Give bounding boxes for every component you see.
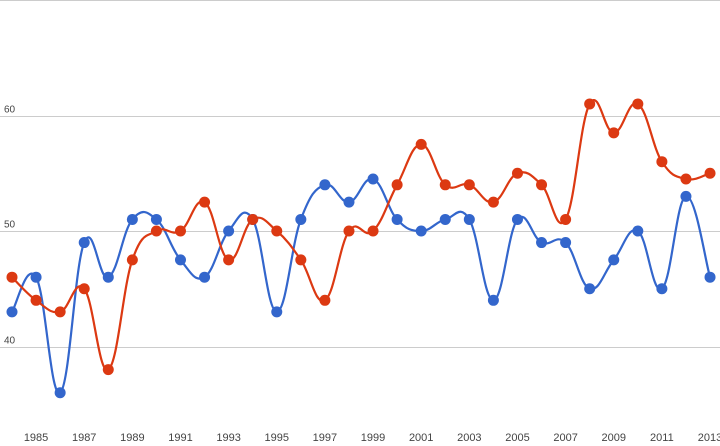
gridlines	[0, 0, 720, 348]
series-lines	[10, 99, 712, 394]
series-line-red	[10, 99, 712, 371]
y-tick-label: 50	[4, 220, 16, 231]
data-point-blue-1985	[30, 271, 42, 283]
data-point-red-2004	[487, 196, 499, 208]
data-point-blue-2000	[391, 213, 403, 225]
x-tick-label: 1999	[361, 432, 385, 444]
data-point-red-1997	[319, 294, 331, 306]
x-tick-label: 2005	[505, 432, 529, 444]
data-point-blue-2012	[680, 190, 692, 202]
data-point-blue-2002	[439, 213, 451, 225]
data-point-blue-2001	[415, 225, 427, 237]
data-point-blue-1996	[295, 213, 307, 225]
x-tick-label: 2009	[602, 432, 626, 444]
data-point-red-2012	[680, 173, 692, 185]
x-tick-label: 1993	[216, 432, 240, 444]
x-axis-ticks: 1985 1987 1989 1991 1993 1995 1997 1999 2001 2003…	[24, 432, 720, 444]
x-tick-label: 1991	[168, 432, 192, 444]
x-tick-label: 2007	[553, 432, 577, 444]
data-point-red-1992	[199, 196, 211, 208]
data-point-blue-2009	[608, 254, 620, 266]
data-point-red-2003	[463, 179, 475, 191]
data-point-red-1987	[78, 283, 90, 295]
data-point-blue-1984	[6, 306, 18, 318]
data-point-red-2006	[536, 179, 548, 191]
data-point-red-2010	[632, 98, 644, 110]
data-point-blue-1986	[54, 387, 66, 399]
data-point-blue-1997	[319, 179, 331, 191]
data-point-blue-1988	[102, 271, 114, 283]
data-point-red-1984	[6, 271, 18, 283]
x-tick-label: 2011	[650, 432, 674, 444]
data-point-blue-2013	[704, 271, 716, 283]
data-point-blue-2008	[584, 283, 596, 295]
y-tick-label: 60	[4, 105, 16, 116]
data-point-blue-2010	[632, 225, 644, 237]
data-point-blue-2005	[511, 213, 523, 225]
data-point-red-2007	[560, 213, 572, 225]
series-line-blue	[10, 177, 712, 394]
data-point-blue-2011	[656, 283, 668, 295]
data-point-red-2011	[656, 156, 668, 168]
data-point-blue-1998	[343, 196, 355, 208]
data-point-red-2001	[415, 138, 427, 150]
data-point-red-1994	[247, 213, 259, 225]
data-point-blue-1992	[199, 271, 211, 283]
data-point-red-1990	[150, 225, 162, 237]
data-point-red-2000	[391, 179, 403, 191]
data-point-red-1999	[367, 225, 379, 237]
data-point-blue-1999	[367, 173, 379, 185]
data-point-blue-2003	[463, 213, 475, 225]
y-tick-label: 40	[4, 336, 16, 347]
data-point-blue-1991	[174, 254, 186, 266]
data-point-blue-1987	[78, 237, 90, 249]
x-tick-label: 2003	[457, 432, 481, 444]
data-point-red-1989	[126, 254, 138, 266]
x-tick-label: 1987	[72, 432, 96, 444]
y-axis-ticks: 40506070	[4, 105, 16, 347]
data-point-blue-2007	[560, 237, 572, 249]
series-points	[6, 98, 716, 399]
x-tick-label: 1995	[265, 432, 289, 444]
data-point-red-1993	[223, 254, 235, 266]
data-point-blue-1989	[126, 213, 138, 225]
x-tick-label: 1989	[120, 432, 144, 444]
data-point-red-2013	[704, 167, 716, 179]
x-tick-label: 2001	[409, 432, 433, 444]
data-point-red-1988	[102, 364, 114, 376]
data-point-blue-1990	[150, 213, 162, 225]
data-point-red-1995	[271, 225, 283, 237]
data-point-red-2002	[439, 179, 451, 191]
data-point-red-1996	[295, 254, 307, 266]
data-point-red-1998	[343, 225, 355, 237]
data-point-red-2008	[584, 98, 596, 110]
x-tick-label: 1985	[24, 432, 48, 444]
x-tick-label: 2013	[698, 432, 720, 444]
data-point-blue-1995	[271, 306, 283, 318]
data-point-blue-2006	[536, 237, 548, 249]
data-point-red-1991	[174, 225, 186, 237]
data-point-red-1986	[54, 306, 66, 318]
data-point-blue-1993	[223, 225, 235, 237]
data-point-red-2005	[511, 167, 523, 179]
data-point-red-1985	[30, 294, 42, 306]
data-point-red-2009	[608, 127, 620, 139]
x-tick-label: 1997	[313, 432, 337, 444]
data-point-blue-2004	[487, 294, 499, 306]
